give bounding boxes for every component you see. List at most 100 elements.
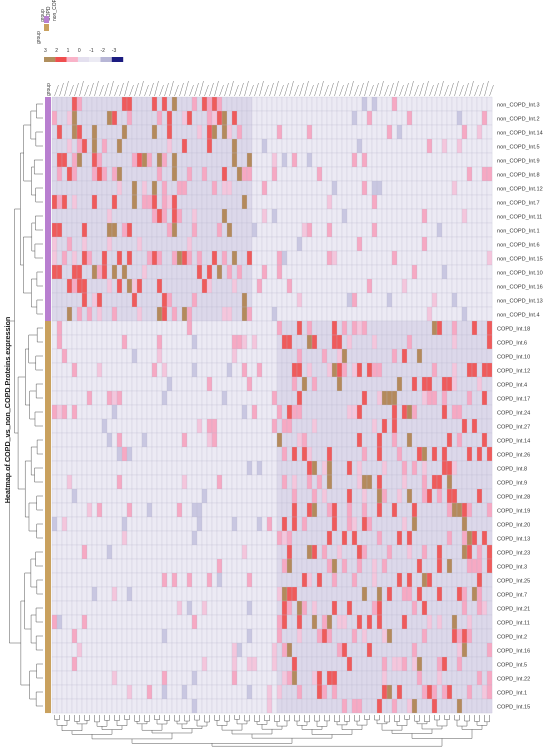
heatmap-cell <box>51 180 58 196</box>
dendrogram-branch <box>334 715 340 723</box>
heatmap-cell <box>176 124 183 140</box>
heatmap-cell <box>311 208 318 224</box>
heatmap-cell <box>196 670 203 686</box>
heatmap-cell <box>341 306 348 322</box>
dendrogram-branch <box>224 715 230 722</box>
heatmap-cell <box>241 544 248 560</box>
heatmap-cell <box>186 586 193 602</box>
heatmap-cell <box>331 124 338 140</box>
heatmap-cell <box>266 362 273 378</box>
heatmap-cell <box>431 530 438 546</box>
heatmap-cell <box>441 376 448 392</box>
heatmap-cell <box>296 698 303 714</box>
heatmap-cell <box>231 278 238 294</box>
heatmap-cell <box>446 530 453 546</box>
heatmap-cell <box>246 446 253 462</box>
heatmap-cell <box>161 222 168 238</box>
heatmap-cell <box>471 670 478 686</box>
heatmap-cell <box>226 418 233 434</box>
heatmap-cell <box>411 656 418 672</box>
heatmap-cell <box>71 292 78 308</box>
heatmap-cell <box>211 586 218 602</box>
heatmap-cell <box>216 586 223 602</box>
heatmap-cell <box>251 138 258 154</box>
heatmap-cell <box>361 334 368 350</box>
dendrogram-branch <box>91 732 173 740</box>
heatmap-cell <box>71 390 78 406</box>
heatmap-cell <box>416 432 423 448</box>
heatmap-cell <box>226 236 233 252</box>
heatmap-cell <box>226 446 233 462</box>
heatmap-cell <box>191 418 198 434</box>
heatmap-cell <box>181 656 188 672</box>
heatmap-cell <box>401 124 408 140</box>
heatmap-cell <box>401 292 408 308</box>
heatmap-cell <box>136 432 143 448</box>
heatmap-cell <box>81 698 88 714</box>
heatmap-cell <box>366 558 373 574</box>
heatmap-cell <box>186 642 193 658</box>
heatmap-cell <box>321 404 328 420</box>
heatmap-cell <box>231 656 238 672</box>
heatmap-cell <box>356 502 363 518</box>
heatmap-cell <box>381 614 388 630</box>
heatmap-cell <box>246 390 253 406</box>
heatmap-cell <box>96 278 103 294</box>
heatmap-cell <box>86 320 93 336</box>
heatmap-cell <box>351 474 358 490</box>
heatmap-cell <box>416 558 423 574</box>
heatmap-cell <box>171 138 178 154</box>
heatmap-cell <box>116 642 123 658</box>
heatmap-cell <box>476 460 483 476</box>
heatmap-cell <box>156 628 163 644</box>
heatmap-cell <box>336 96 343 112</box>
heatmap-cell <box>421 684 428 700</box>
heatmap-cell <box>56 124 63 140</box>
heatmap-cell <box>461 698 468 714</box>
heatmap-cell <box>101 446 108 462</box>
heatmap-cell <box>221 124 228 140</box>
heatmap-cell <box>101 194 108 210</box>
heatmap-cell <box>166 236 173 252</box>
heatmap-cell <box>451 642 458 658</box>
heatmap-cell <box>116 124 123 140</box>
heatmap-cell <box>366 208 373 224</box>
heatmap-cell <box>426 180 433 196</box>
heatmap-cell <box>221 362 228 378</box>
heatmap-cell <box>316 600 323 616</box>
heatmap-cell <box>131 124 138 140</box>
heatmap-cell <box>241 530 248 546</box>
heatmap-cell <box>121 530 128 546</box>
heatmap-cell <box>171 670 178 686</box>
heatmap-cell <box>176 138 183 154</box>
heatmap-cell <box>261 642 268 658</box>
group-annotation-cell <box>45 111 51 126</box>
column-label-mark <box>54 84 59 97</box>
heatmap-cell <box>266 110 273 126</box>
heatmap-cell <box>286 180 293 196</box>
heatmap-cell <box>276 278 283 294</box>
heatmap-cell <box>111 614 118 630</box>
heatmap-cell <box>461 264 468 280</box>
heatmap-cell <box>451 600 458 616</box>
heatmap-cell <box>161 320 168 336</box>
heatmap-cell <box>401 530 408 546</box>
heatmap-cell <box>166 278 173 294</box>
heatmap-cell <box>171 502 178 518</box>
heatmap-cell <box>211 656 218 672</box>
heatmap-cell <box>256 166 263 182</box>
heatmap-cell <box>231 516 238 532</box>
heatmap-cell <box>416 418 423 434</box>
heatmap-cell <box>156 320 163 336</box>
heatmap-cell <box>76 306 83 322</box>
heatmap-cell <box>486 474 493 490</box>
heatmap-cell <box>216 614 223 630</box>
heatmap-cell <box>56 152 63 168</box>
heatmap-cell <box>216 208 223 224</box>
heatmap-cell <box>456 586 463 602</box>
heatmap-cell <box>446 166 453 182</box>
heatmap-cell <box>176 222 183 238</box>
heatmap-cell <box>356 96 363 112</box>
heatmap-cell <box>281 600 288 616</box>
heatmap-cell <box>306 166 313 182</box>
